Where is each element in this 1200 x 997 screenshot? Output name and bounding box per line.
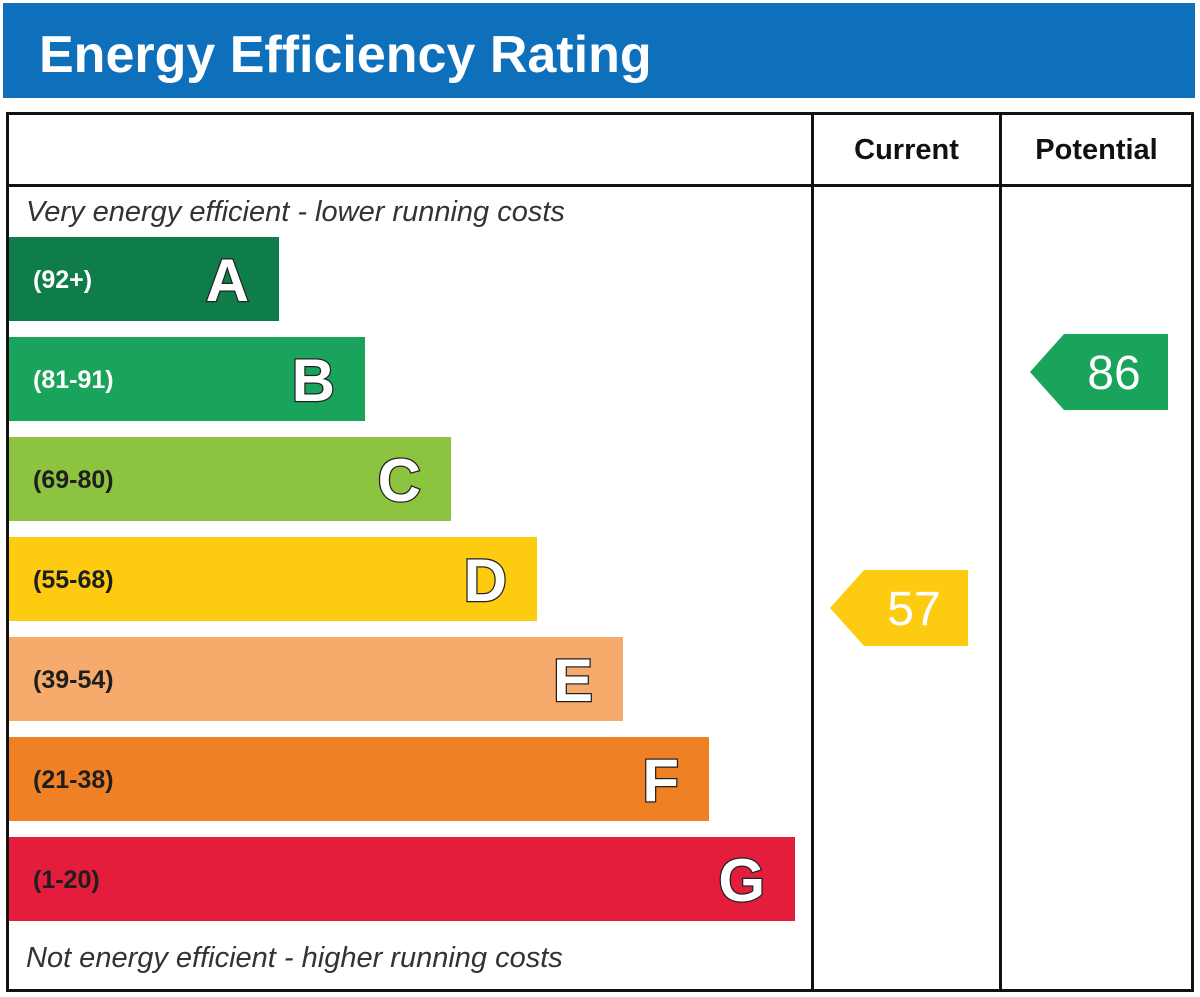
band-bar-c (9, 437, 451, 521)
current-column-header: Current (854, 134, 959, 166)
top-caption: Very energy efficient - lower running co… (26, 196, 565, 228)
band-range-label: (69-80) (33, 466, 114, 494)
band-c: (69-80) C (9, 437, 451, 521)
potential-rating-arrow-value: 86 (1087, 347, 1140, 400)
band-range-label: (81-91) (33, 366, 114, 394)
bottom-caption: Not energy efficient - higher running co… (26, 942, 563, 974)
band-letter-label: C (378, 447, 421, 514)
band-letter-label: A (206, 247, 249, 314)
band-bar-b (9, 337, 365, 421)
band-range-label: (21-38) (33, 766, 114, 794)
band-bar-d (9, 537, 537, 621)
rating-bands: (92+) A (81-91) B (69-80) C (55-68) D (39-54) E (2… (9, 237, 795, 921)
band-bar-f (9, 737, 709, 821)
band-e: (39-54) E (9, 637, 623, 721)
band-f: (21-38) F (9, 737, 709, 821)
band-bar-e (9, 637, 623, 721)
column-divider-current (811, 112, 814, 992)
band-a: (92+) A (9, 237, 279, 321)
band-range-label: (39-54) (33, 666, 114, 694)
potential-column-header: Potential (1035, 134, 1158, 166)
potential-rating-arrow-shape (1030, 334, 1168, 410)
current-rating-arrow-shape (830, 570, 968, 646)
band-bar-a (9, 237, 279, 321)
header-row-divider (6, 184, 1194, 187)
band-range-label: (1-20) (33, 866, 100, 894)
band-letter-label: D (464, 547, 507, 614)
band-d: (55-68) D (9, 537, 537, 621)
band-b: (81-91) B (9, 337, 365, 421)
band-letter-label: B (292, 347, 335, 414)
current-rating-arrow-value: 57 (887, 583, 940, 636)
band-letter-label: F (642, 747, 679, 814)
title-bar: Energy Efficiency Rating (3, 3, 1195, 98)
rating-table-frame (6, 112, 1194, 992)
score-arrows: 57 86 (830, 334, 1168, 646)
band-bar-g (9, 837, 795, 921)
band-letter-label: E (553, 647, 593, 714)
potential-rating-arrow: 86 (1030, 334, 1168, 410)
band-g: (1-20) G (9, 837, 795, 921)
band-letter-label: G (718, 847, 765, 914)
current-rating-arrow: 57 (830, 570, 968, 646)
chart-title: Energy Efficiency Rating (39, 26, 652, 84)
band-range-label: (55-68) (33, 566, 114, 594)
column-divider-potential (999, 112, 1002, 992)
band-range-label: (92+) (33, 266, 92, 294)
